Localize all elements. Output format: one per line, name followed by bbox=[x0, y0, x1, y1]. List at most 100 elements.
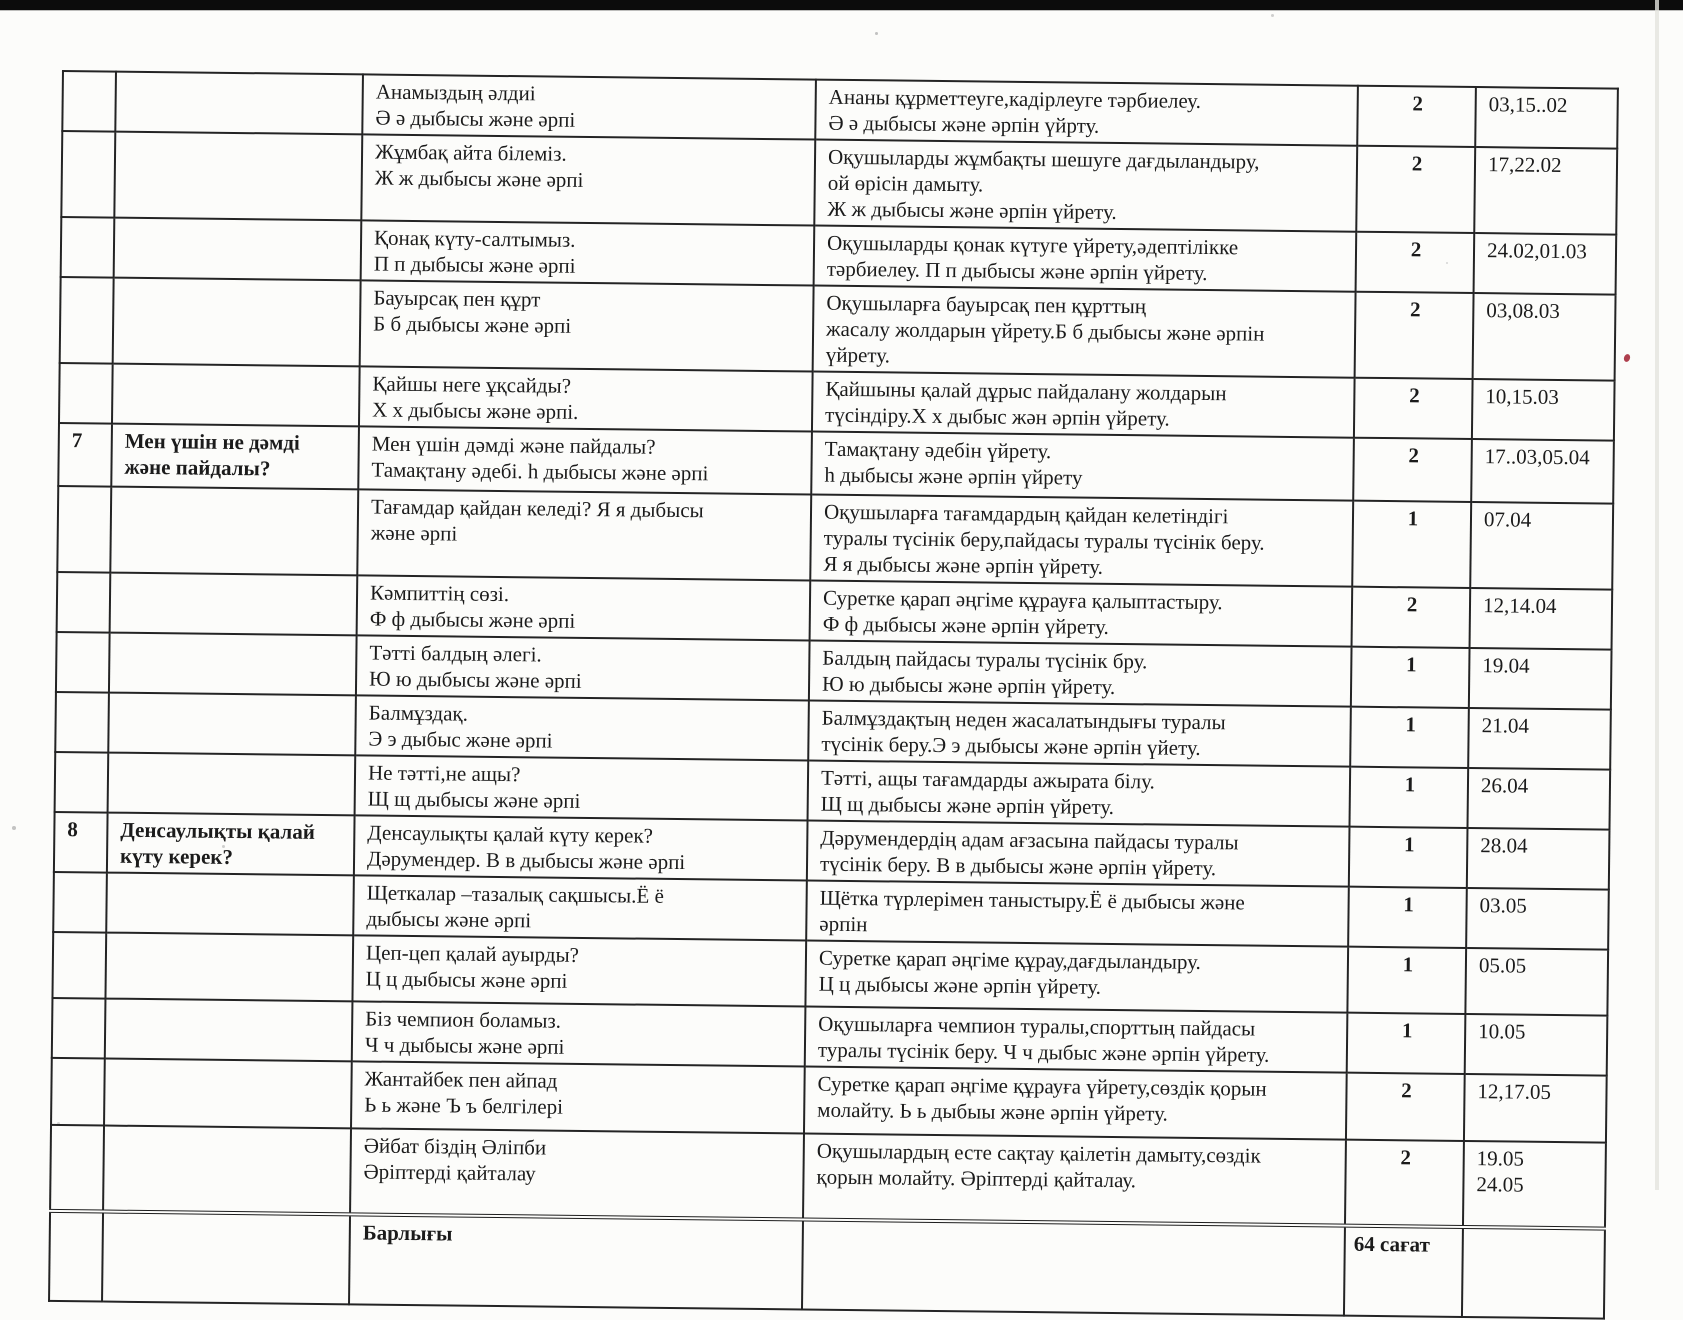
total-row: Барлығы 64 сағат bbox=[49, 1210, 1605, 1319]
cell-objective: Суретке қарап әңгіме құрауға қалыптастыр… bbox=[809, 580, 1353, 647]
cell-number bbox=[57, 485, 112, 573]
cell-dates: 19.05 24.05 bbox=[1462, 1140, 1606, 1229]
cell-number bbox=[50, 1124, 105, 1212]
cell-theme bbox=[111, 363, 360, 427]
cell-dates: 03,15..02 bbox=[1475, 87, 1618, 149]
cell-topic: Балмұздақ. Э э дыбыс және әрпі bbox=[355, 695, 809, 761]
cell-theme bbox=[103, 1125, 352, 1215]
cell-theme bbox=[110, 486, 359, 576]
cell-objective: Ананы құрметтеуге,кадірлеуге тәрбиелеу. … bbox=[815, 79, 1358, 146]
cell-number bbox=[59, 276, 114, 364]
cell-topic: Анамыздың әлдиі Ә ә дыбысы және әрпі bbox=[362, 74, 816, 140]
scan-speck bbox=[875, 32, 878, 35]
cell-number bbox=[61, 131, 116, 218]
cell-number bbox=[62, 71, 116, 132]
total-label: Барлығы bbox=[349, 1214, 804, 1310]
cell-theme bbox=[108, 692, 356, 756]
cell-number bbox=[58, 362, 113, 424]
cell-dates: 07.04 bbox=[1470, 502, 1614, 590]
cell-number bbox=[52, 931, 107, 999]
cell-objective: Оқушыларға чемпион туралы,спорттың пайда… bbox=[804, 1006, 1348, 1073]
cell-hours: 1 bbox=[1348, 886, 1467, 948]
cell-topic: Әйбат біздің Әліпби Әріптерді қайталау bbox=[350, 1128, 804, 1220]
cell-objective: Суретке қарап әңгіме құрауға үйрету,сөзд… bbox=[803, 1066, 1347, 1140]
cell-hours: 2 bbox=[1354, 291, 1474, 380]
cell-hours: 2 bbox=[1356, 145, 1476, 234]
cell-number: 8 bbox=[53, 811, 108, 873]
cell-objective: Тамақтану әдебін үйрету. h дыбысы және ә… bbox=[811, 431, 1354, 501]
cell-objective: Балмұздақтың неден жасалатындығы туралы … bbox=[808, 700, 1351, 767]
cell-number bbox=[60, 217, 115, 278]
cell-dates: 28.04 bbox=[1466, 827, 1610, 890]
cell-theme bbox=[113, 217, 362, 281]
cell-topic: Біз чемпион боламыз. Ч ч дыбысы және әрп… bbox=[351, 1001, 806, 1067]
cell-number bbox=[54, 751, 109, 813]
lesson-plan-table: Анамыздың әлдиі Ә ә дыбысы және әрпі Ана… bbox=[48, 70, 1619, 1320]
scan-edge-bar bbox=[0, 0, 1683, 10]
cell-number: 7 bbox=[58, 422, 112, 487]
cell-theme bbox=[104, 1058, 352, 1129]
cell-theme bbox=[114, 131, 363, 221]
cell-dates: 26.04 bbox=[1467, 767, 1611, 830]
cell-theme bbox=[107, 752, 356, 816]
cell-theme bbox=[112, 277, 361, 367]
cell-topic: Жұмбақ айта білеміз. Ж ж дыбысы және әрп… bbox=[361, 134, 816, 226]
cell-topic: Қонақ күту-салтымыз. П п дыбысы және әрп… bbox=[360, 220, 815, 286]
scan-speck bbox=[1622, 353, 1632, 363]
cell-objective: Оқушылардың есте сақтау қаілетін дамыту,… bbox=[803, 1133, 1346, 1226]
cell-hours: 2 bbox=[1345, 1072, 1465, 1141]
scan-speck bbox=[57, 1122, 60, 1125]
cell-dates: 03.05 bbox=[1466, 887, 1609, 950]
cell-theme bbox=[108, 632, 357, 696]
cell-topic: Тәтті балдың әлегі. Ю ю дыбысы және әрпі bbox=[355, 635, 810, 701]
cell-hours: 2 bbox=[1355, 231, 1475, 294]
cell-dates: 10.05 bbox=[1464, 1013, 1608, 1076]
scan-speck bbox=[1271, 14, 1274, 17]
cell-dates: 17..03,05.04 bbox=[1471, 439, 1614, 504]
cell-topic: Кәмпиттің сөзі. Ф ф дыбысы және әрпі bbox=[356, 575, 811, 641]
cell-dates: 12,17.05 bbox=[1463, 1073, 1607, 1143]
cell-objective: Дәрумендердің адам ағзасына пайдасы тура… bbox=[806, 820, 1350, 887]
cell-dates: 21.04 bbox=[1468, 708, 1611, 770]
cell-topic: Жантайбек пен айпад Ь ь және Ъ ъ белгіле… bbox=[351, 1061, 805, 1134]
cell-objective: Қайшыны қалай дұрыс пайдалану жолдарын т… bbox=[811, 371, 1355, 438]
cell-number bbox=[55, 631, 110, 693]
cell-dates: 03,08.03 bbox=[1472, 293, 1616, 381]
cell-theme bbox=[104, 998, 353, 1062]
cell-theme bbox=[102, 1211, 351, 1305]
cell-hours: 2 bbox=[1353, 437, 1472, 503]
cell-dates: 10,15.03 bbox=[1471, 379, 1615, 441]
cell-topic: Не тәтті,не ащы? Щ щ дыбысы және әрпі bbox=[354, 755, 809, 821]
scan-speck bbox=[12, 826, 16, 830]
cell-hours: 1 bbox=[1349, 766, 1469, 828]
cell-hours: 1 bbox=[1350, 646, 1470, 709]
cell-theme bbox=[105, 932, 354, 1002]
cell-dates: 19.04 bbox=[1468, 648, 1612, 710]
cell-objective: Тәтті, ащы тағамдарды ажырата білу. Щ щ … bbox=[807, 760, 1351, 827]
cell-hours: 1 bbox=[1350, 706, 1469, 768]
cell-hours: 2 bbox=[1351, 586, 1471, 649]
cell-topic: Цеп-цеп қалай ауырды? Ц ц дыбысы және әр… bbox=[352, 935, 807, 1007]
cell-objective: Оқушыларға бауырсақ пен құрттың жасалу ж… bbox=[812, 285, 1356, 378]
scanned-sheet: Анамыздың әлдиі Ә ә дыбысы және әрпі Ана… bbox=[48, 70, 1619, 1320]
page-edge-shadow bbox=[1655, 0, 1659, 1190]
cell-number bbox=[51, 997, 106, 1059]
cell-number bbox=[49, 1210, 104, 1302]
total-hours: 64 сағат bbox=[1343, 1225, 1463, 1317]
cell-objective: Оқушыларға тағамдардың қайдан келетіндіг… bbox=[810, 494, 1354, 587]
cell-number bbox=[55, 691, 109, 753]
cell-dates: 05.05 bbox=[1465, 947, 1609, 1016]
cell-hours: 1 bbox=[1348, 826, 1468, 888]
cell-hours: 2 bbox=[1353, 377, 1473, 440]
cell-hours: 1 bbox=[1352, 500, 1472, 589]
cell-hours: 2 bbox=[1357, 85, 1476, 148]
cell-topic: Мен үшін дәмді және пайдалы? Тамақтану ә… bbox=[358, 426, 812, 495]
cell-dates bbox=[1461, 1226, 1605, 1319]
cell-dates: 17,22.02 bbox=[1474, 147, 1618, 235]
scan-speck bbox=[222, 845, 225, 848]
cell-theme: Денсаулықты қалай күту керек? bbox=[106, 812, 355, 876]
cell-topic: Щеткалар –тазалық сақшысы.Ё ё дыбысы жән… bbox=[353, 875, 807, 941]
cell-topic: Тағамдар қайдан келеді? Я я дыбысы және … bbox=[357, 489, 812, 581]
cell-hours: 1 bbox=[1347, 946, 1467, 1014]
